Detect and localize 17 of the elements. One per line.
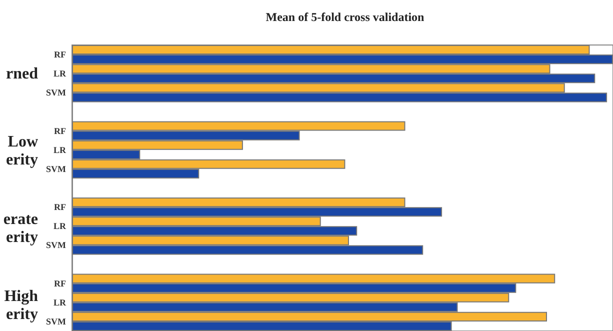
y-tick-label: SVM <box>46 164 67 174</box>
y-tick-label: LR <box>53 297 66 308</box>
y-tick-label: RF <box>54 50 66 60</box>
text: Low erity <box>6 134 38 169</box>
y-tick-label: LR <box>53 68 66 79</box>
chart-title: Mean of 5-fold cross validation <box>266 10 425 24</box>
text: High erity <box>4 288 38 324</box>
y-tick-label: RF <box>54 126 66 136</box>
y-tick-label: RF <box>54 278 66 288</box>
text: rned <box>6 65 38 82</box>
text: erate erity <box>3 210 38 246</box>
y-tick-label: SVM <box>46 240 67 250</box>
y-tick-label: LR <box>53 144 66 155</box>
y-tick-label: RF <box>54 202 66 212</box>
y-tick-label: SVM <box>46 88 67 98</box>
y-tick-label: SVM <box>46 316 67 326</box>
y-tick-label: LR <box>53 221 66 232</box>
